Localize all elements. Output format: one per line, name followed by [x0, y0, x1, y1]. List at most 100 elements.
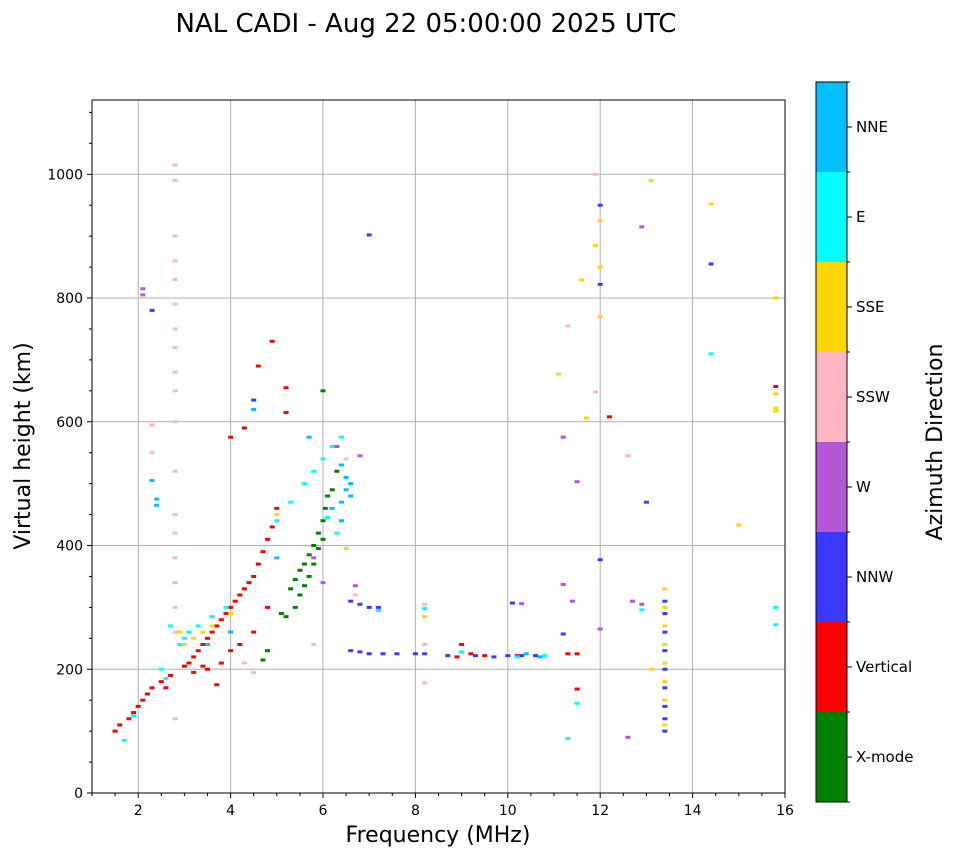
data-point — [329, 488, 335, 492]
data-point — [181, 664, 187, 668]
data-point — [593, 243, 599, 247]
data-point — [334, 469, 340, 473]
data-point — [158, 667, 164, 671]
data-point — [149, 451, 155, 455]
data-point — [325, 494, 331, 498]
data-point — [597, 265, 603, 269]
data-point — [394, 652, 400, 656]
data-point — [195, 649, 201, 653]
data-point — [579, 278, 585, 282]
data-point — [251, 670, 257, 674]
series-ssw — [149, 163, 631, 721]
series-e — [121, 352, 779, 742]
colorbar-segment — [816, 442, 847, 532]
data-point — [565, 737, 571, 741]
colorbar-tick-label: W — [856, 478, 871, 496]
plot-area: 2 4 6 8 10 12 14 16 0 200 400 600 800 1000 — [47, 99, 794, 819]
data-point — [560, 435, 566, 439]
data-point — [218, 618, 224, 622]
data-point — [172, 277, 178, 281]
data-point — [519, 654, 525, 658]
data-point — [302, 584, 308, 588]
data-point — [662, 630, 668, 634]
data-point — [237, 593, 243, 597]
data-point — [625, 454, 631, 458]
x-tick-label: 16 — [776, 803, 794, 819]
data-point — [228, 612, 234, 616]
data-point — [773, 296, 779, 300]
x-tick-label: 14 — [684, 803, 702, 819]
data-point — [209, 630, 215, 634]
data-point — [422, 607, 428, 611]
data-point — [773, 392, 779, 396]
x-tick-label: 12 — [591, 803, 609, 819]
data-point — [380, 652, 386, 656]
data-point — [662, 649, 668, 653]
data-point — [338, 519, 344, 523]
data-point — [514, 655, 520, 659]
data-point — [639, 602, 645, 606]
data-point — [662, 587, 668, 591]
data-point — [311, 643, 317, 646]
data-point — [255, 364, 261, 368]
data-point — [168, 673, 174, 677]
data-point — [237, 643, 243, 646]
data-point — [472, 654, 478, 658]
data-point — [186, 630, 192, 634]
data-point — [593, 172, 599, 176]
data-point — [334, 531, 340, 535]
data-point — [533, 654, 539, 658]
data-point — [311, 556, 317, 560]
data-point — [172, 605, 178, 609]
data-point — [574, 701, 580, 705]
data-point — [357, 454, 363, 458]
data-point — [662, 667, 668, 671]
y-axis-label: Virtual height (km) — [11, 342, 36, 549]
x-axis-label: Frequency (MHz) — [346, 823, 531, 848]
colorbar-segment — [816, 532, 847, 622]
colorbar-tick-label: X-mode — [856, 748, 913, 766]
data-point — [773, 409, 779, 413]
data-point — [606, 415, 612, 419]
data-point — [338, 435, 344, 439]
data-point — [274, 556, 280, 560]
y-tick-label: 1000 — [47, 167, 83, 183]
data-point — [149, 479, 155, 483]
colorbar: X-mode Vertical NNW W SSW SSE E NNE — [815, 81, 913, 803]
data-point — [172, 370, 178, 374]
series-w — [140, 225, 645, 739]
data-point — [117, 723, 123, 727]
data-point — [422, 615, 428, 619]
data-point — [583, 416, 589, 420]
data-point — [251, 574, 257, 578]
data-point — [112, 729, 118, 733]
data-point — [662, 686, 668, 690]
colorbar-tick-label: E — [856, 208, 865, 226]
data-point — [329, 506, 335, 510]
data-point — [574, 652, 580, 656]
data-point — [556, 372, 562, 376]
data-point — [181, 643, 187, 646]
colorbar-tick-label: NNW — [856, 568, 893, 586]
data-point — [209, 624, 215, 628]
data-point — [542, 654, 548, 658]
data-point — [172, 259, 178, 263]
data-point — [163, 686, 169, 690]
y-tick-label: 600 — [56, 415, 83, 431]
data-point — [297, 593, 303, 597]
colorbar-label: Azimuth Direction — [923, 343, 948, 540]
colorbar-tick-label: Vertical — [856, 658, 912, 676]
data-point — [357, 602, 363, 606]
data-point — [454, 655, 460, 659]
data-point — [648, 667, 654, 671]
data-point — [241, 587, 247, 591]
data-point — [597, 219, 603, 223]
data-point — [228, 630, 234, 634]
data-point — [482, 654, 488, 658]
data-point — [491, 655, 497, 659]
data-point — [537, 655, 543, 659]
data-point — [565, 324, 571, 328]
data-point — [565, 652, 571, 656]
colorbar-tick-label: NNE — [856, 118, 888, 136]
data-point — [648, 178, 654, 182]
